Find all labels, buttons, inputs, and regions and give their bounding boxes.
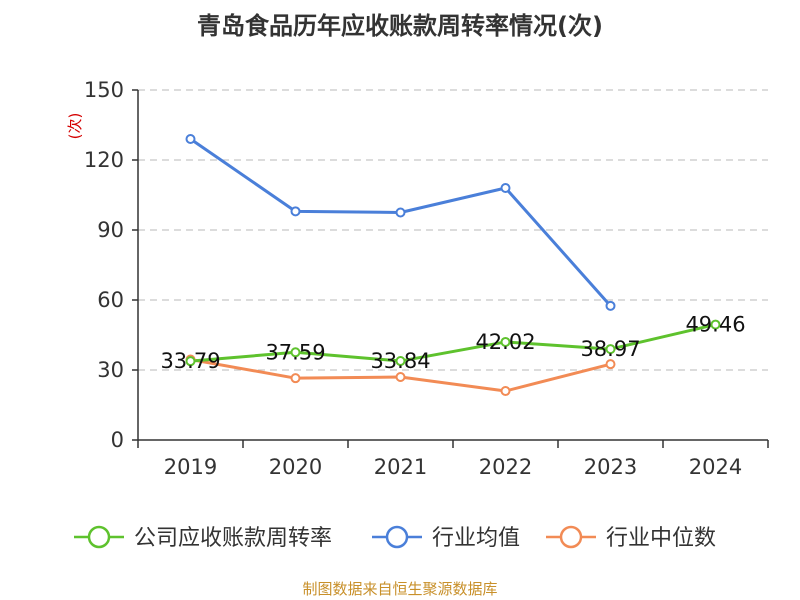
legend-label: 公司应收账款周转率 <box>134 526 332 551</box>
data-point <box>605 300 616 311</box>
data-point <box>500 336 511 347</box>
data-label: 42.02 <box>475 330 535 354</box>
source-note: 制图数据来自恒生聚源数据库 <box>302 580 498 598</box>
y-tick-label: 30 <box>97 358 124 382</box>
data-point <box>500 183 511 193</box>
data-label: 49.46 <box>685 313 745 337</box>
chart-title: 青岛食品历年应收账款周转率情况(次) <box>197 12 603 40</box>
y-tick-label: 0 <box>111 428 124 452</box>
data-point <box>290 206 301 217</box>
y-tick-label: 60 <box>97 288 124 312</box>
x-tick-label: 2020 <box>269 455 322 479</box>
legend-label: 行业中位数 <box>606 526 716 551</box>
data-point <box>290 347 301 358</box>
data-point <box>395 372 406 382</box>
data-label: 33.79 <box>160 349 220 373</box>
data-point <box>185 134 196 144</box>
data-label: 37.59 <box>265 340 325 364</box>
x-tick-label: 2021 <box>374 455 427 479</box>
legend-label: 行业均值 <box>432 526 520 551</box>
data-labels: 33.79 37.59 33.84 42.02 38.97 49.46 <box>160 313 745 374</box>
legend-swatch-marker <box>385 525 409 549</box>
series-line <box>190 323 716 363</box>
x-tick-label: 2022 <box>479 455 532 479</box>
y-tick-label: 150 <box>84 78 124 102</box>
data-point <box>290 373 301 384</box>
data-point <box>395 207 406 218</box>
data-point <box>710 319 721 330</box>
y-axis-label: (次) <box>66 113 84 140</box>
data-point <box>395 356 406 367</box>
legend-swatch-marker <box>87 525 111 549</box>
data-point <box>500 386 511 396</box>
y-tick-labels: 0 30 60 90 120 150 <box>84 78 124 452</box>
y-tick-label: 120 <box>84 148 124 172</box>
grid-lines <box>138 89 768 371</box>
x-tick-labels: 2019 2020 2021 2022 2023 2024 <box>164 455 742 479</box>
series-line <box>189 137 612 307</box>
legend-swatch-marker <box>559 525 583 549</box>
legend: 公司应收账款周转率 行业均值 行业中位数 <box>74 525 716 551</box>
data-point <box>185 356 196 367</box>
x-tick-label: 2023 <box>584 455 637 479</box>
x-tick-label: 2024 <box>689 455 742 479</box>
data-point <box>605 359 616 370</box>
x-tick-label: 2019 <box>164 455 217 479</box>
data-label: 38.97 <box>580 337 640 361</box>
data-label: 33.84 <box>370 349 430 373</box>
axes <box>132 89 769 448</box>
y-tick-label: 90 <box>97 218 124 242</box>
series-points <box>185 134 721 396</box>
data-point <box>605 344 616 355</box>
